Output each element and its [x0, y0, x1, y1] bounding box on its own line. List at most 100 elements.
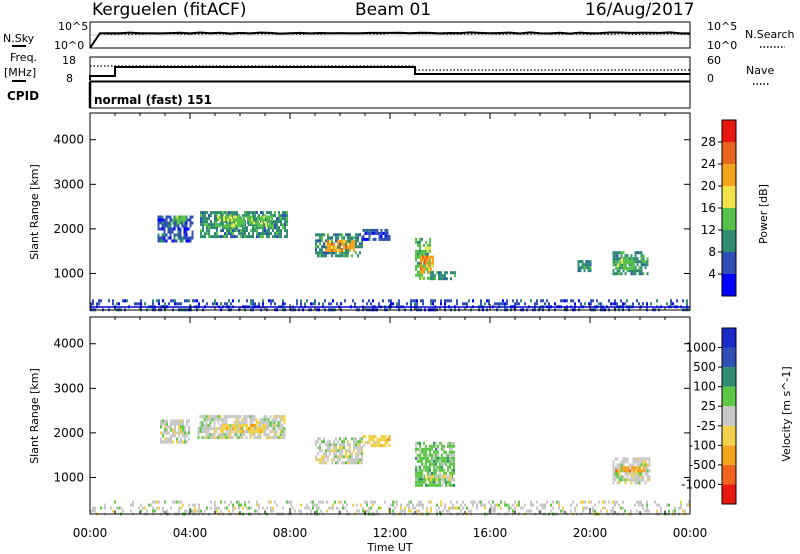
- power-cell: [335, 251, 337, 255]
- power-cell: [464, 302, 466, 306]
- power-cell: [444, 274, 446, 278]
- velocity-cell: [172, 428, 174, 432]
- velocity-cell: [327, 446, 329, 450]
- power-cell: [98, 299, 100, 303]
- velocity-cell: [441, 465, 443, 469]
- velocity-cell: [203, 430, 206, 434]
- velocity-cell: [228, 430, 230, 433]
- velocity-cell: [640, 478, 643, 482]
- velocity-cell: [453, 444, 455, 448]
- velocity-cell: [616, 457, 619, 461]
- power-cell: [240, 232, 242, 236]
- power-cell: [355, 236, 357, 240]
- velocity-cell: [178, 434, 180, 438]
- power-cell: [634, 257, 637, 261]
- velocity-cell: [201, 430, 204, 434]
- velocity-cell: [441, 441, 443, 445]
- velocity-cell: [378, 438, 381, 442]
- power-cell: [372, 228, 375, 232]
- velocity-cell: [433, 459, 435, 463]
- velocity-cell: [624, 457, 627, 461]
- velocity-cell: [648, 475, 651, 479]
- power-cell: [176, 302, 178, 306]
- velocity-cell: [415, 456, 417, 460]
- velocity-cell: [412, 503, 414, 507]
- power-colorbar-tick-label: 16: [701, 201, 716, 215]
- velocity-cell: [334, 500, 336, 504]
- velocity-cell: [144, 506, 146, 510]
- power-cell: [172, 218, 175, 222]
- velocity-cell: [160, 437, 162, 441]
- power-cell: [618, 266, 621, 270]
- power-cell: [617, 263, 619, 267]
- velocity-cell: [624, 460, 627, 464]
- velocity-cell: [441, 456, 443, 460]
- velocity-cell: [396, 503, 398, 507]
- velocity-cell: [447, 441, 449, 445]
- velocity-cell: [388, 435, 391, 439]
- velocity-cell: [213, 418, 216, 422]
- power-cell: [589, 266, 592, 270]
- velocity-cell: [644, 472, 647, 476]
- velocity-cell: [508, 503, 510, 507]
- power-cell: [636, 299, 638, 303]
- power-cell: [228, 211, 230, 215]
- velocity-cell: [112, 509, 114, 513]
- velocity-cell: [351, 452, 353, 456]
- velocity-cell: [376, 441, 379, 445]
- velocity-cell: [220, 509, 222, 513]
- velocity-cell: [300, 503, 302, 507]
- velocity-cell: [341, 440, 343, 444]
- velocity-cell: [162, 434, 164, 438]
- velocity-cell: [634, 475, 637, 479]
- velocity-cell: [341, 449, 343, 453]
- velocity-cell: [186, 431, 188, 435]
- velocity-cell: [240, 503, 242, 507]
- velocity-cell: [408, 500, 410, 504]
- velocity-cell: [364, 441, 367, 445]
- velocity-cell: [343, 443, 345, 447]
- velocity-cell: [512, 503, 514, 507]
- velocity-cell: [415, 483, 417, 487]
- velocity-cell: [235, 415, 238, 419]
- power-cell: [189, 239, 192, 243]
- power-cell: [466, 302, 468, 306]
- velocity-cell: [530, 509, 532, 513]
- power-cell: [427, 243, 429, 247]
- power-cell: [421, 252, 423, 256]
- velocity-cell: [441, 447, 443, 451]
- power-cell: [185, 227, 188, 231]
- power-cell: [432, 271, 434, 275]
- power-cell: [286, 217, 288, 221]
- velocity-cell: [425, 456, 427, 460]
- power-cell: [349, 233, 351, 237]
- power-cell: [225, 224, 227, 228]
- velocity-cell: [368, 441, 371, 445]
- power-cell: [226, 235, 228, 239]
- velocity-cell: [445, 459, 447, 463]
- velocity-cell: [271, 421, 274, 425]
- velocity-cell: [219, 433, 222, 437]
- power-cell: [424, 258, 426, 262]
- velocity-cell: [359, 437, 361, 441]
- power-cell: [282, 214, 284, 218]
- velocity-cell: [219, 418, 222, 422]
- power-cell: [426, 258, 428, 262]
- power-cell: [157, 224, 160, 228]
- power-cell: [345, 248, 347, 252]
- power-cell: [325, 254, 327, 258]
- velocity-cell: [235, 418, 238, 422]
- velocity-cell: [421, 462, 423, 466]
- power-cell: [330, 302, 332, 306]
- power-cell: [278, 232, 280, 236]
- power-cell: [349, 236, 351, 240]
- velocity-cell: [528, 509, 530, 513]
- power-cell: [380, 231, 383, 235]
- velocity-cell: [636, 463, 639, 467]
- power-cell: [186, 299, 188, 303]
- power-cell: [626, 254, 629, 258]
- velocity-cell: [347, 461, 349, 465]
- power-cell: [272, 299, 274, 303]
- power-cell: [564, 299, 566, 303]
- power-cell: [282, 211, 284, 215]
